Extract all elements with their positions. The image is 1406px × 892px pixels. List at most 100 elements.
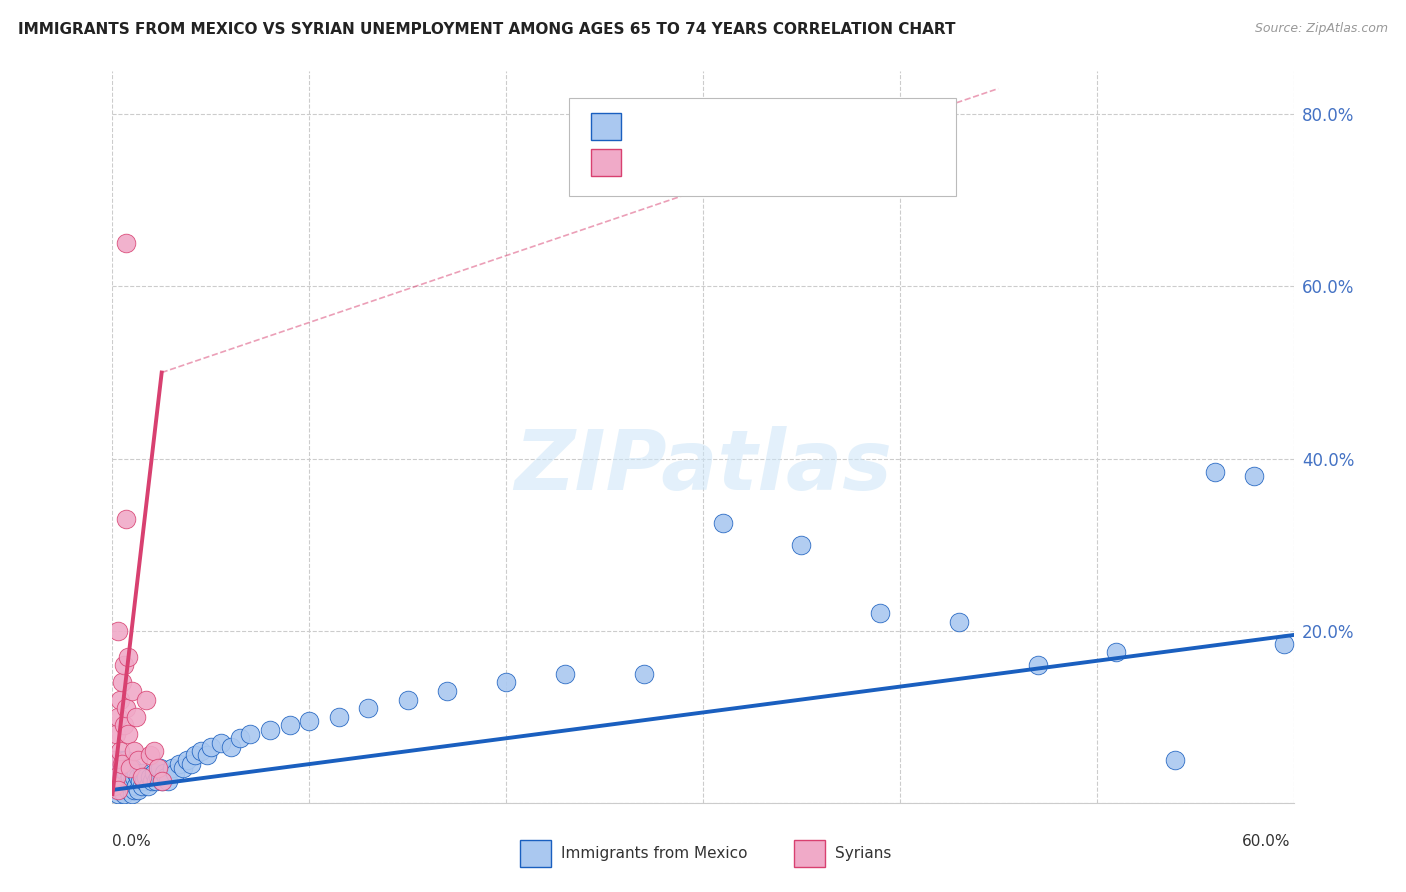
Point xyxy=(209,735,232,749)
Point xyxy=(1105,645,1128,659)
Point xyxy=(103,779,125,793)
Point xyxy=(121,774,143,789)
Text: 60.0%: 60.0% xyxy=(1243,834,1291,849)
Point xyxy=(135,770,157,784)
Point xyxy=(869,607,891,621)
Point xyxy=(111,774,134,789)
Point xyxy=(141,774,163,789)
Point xyxy=(150,774,173,789)
Point xyxy=(184,748,207,763)
Point xyxy=(117,774,139,789)
Point xyxy=(132,774,155,789)
Point xyxy=(127,783,149,797)
Point xyxy=(117,783,139,797)
Point xyxy=(790,538,813,552)
Point xyxy=(120,770,142,784)
Point xyxy=(156,774,179,789)
Point xyxy=(129,774,152,789)
Point xyxy=(711,516,734,530)
Point xyxy=(146,761,169,775)
Point xyxy=(115,701,138,715)
Point xyxy=(121,787,143,801)
Point xyxy=(121,684,143,698)
Point xyxy=(117,727,139,741)
Point xyxy=(155,770,177,784)
Point xyxy=(105,770,128,784)
Point xyxy=(103,765,125,780)
Point xyxy=(110,692,132,706)
Text: 29: 29 xyxy=(773,153,797,171)
Point xyxy=(131,779,153,793)
Point xyxy=(127,753,149,767)
Point xyxy=(121,761,143,775)
Point xyxy=(110,744,132,758)
Point xyxy=(131,765,153,780)
Point xyxy=(948,615,970,629)
Point xyxy=(259,723,281,737)
Point xyxy=(160,761,183,775)
Text: N =: N = xyxy=(731,118,779,136)
Text: Syrians: Syrians xyxy=(835,847,891,861)
Point xyxy=(139,748,162,763)
Point xyxy=(298,714,321,728)
Point xyxy=(554,666,576,681)
Point xyxy=(107,624,129,638)
Point xyxy=(111,675,134,690)
Point xyxy=(357,701,380,715)
Point xyxy=(180,757,202,772)
Point xyxy=(136,779,159,793)
Point xyxy=(127,770,149,784)
Point xyxy=(1243,468,1265,483)
Point xyxy=(107,710,129,724)
Text: 0.521: 0.521 xyxy=(672,118,724,136)
Point xyxy=(105,774,128,789)
Point xyxy=(122,770,145,784)
Point xyxy=(105,727,128,741)
Point xyxy=(135,692,157,706)
Point xyxy=(328,710,350,724)
Point xyxy=(152,765,174,780)
Point xyxy=(107,787,129,801)
Point xyxy=(146,770,169,784)
Point xyxy=(105,783,128,797)
Point xyxy=(117,761,139,775)
Point xyxy=(122,744,145,758)
Point xyxy=(495,675,517,690)
Point xyxy=(239,727,262,741)
Text: Immigrants from Mexico: Immigrants from Mexico xyxy=(561,847,748,861)
Point xyxy=(112,658,135,673)
Point xyxy=(190,744,212,758)
Point xyxy=(107,757,129,772)
Point xyxy=(195,748,218,763)
Text: 0.587: 0.587 xyxy=(672,153,724,171)
Point xyxy=(436,684,458,698)
Point xyxy=(1204,465,1226,479)
Point xyxy=(115,753,138,767)
Point xyxy=(111,761,134,775)
Point xyxy=(1272,637,1295,651)
Point xyxy=(229,731,252,746)
Text: 84: 84 xyxy=(773,118,796,136)
Point xyxy=(103,779,125,793)
Point xyxy=(278,718,301,732)
Point xyxy=(112,753,135,767)
Point xyxy=(107,770,129,784)
Point xyxy=(112,787,135,801)
Point xyxy=(172,761,194,775)
Text: ZIPatlas: ZIPatlas xyxy=(515,425,891,507)
Point xyxy=(112,718,135,732)
Point xyxy=(110,765,132,780)
Point xyxy=(176,753,198,767)
Point xyxy=(633,666,655,681)
Point xyxy=(120,779,142,793)
Point xyxy=(125,765,148,780)
Point xyxy=(142,765,165,780)
Point xyxy=(131,770,153,784)
Point xyxy=(111,757,134,772)
Point xyxy=(111,783,134,797)
Point xyxy=(120,761,142,775)
Point xyxy=(200,739,222,754)
Point xyxy=(125,779,148,793)
Point xyxy=(105,761,128,775)
Point xyxy=(142,744,165,758)
